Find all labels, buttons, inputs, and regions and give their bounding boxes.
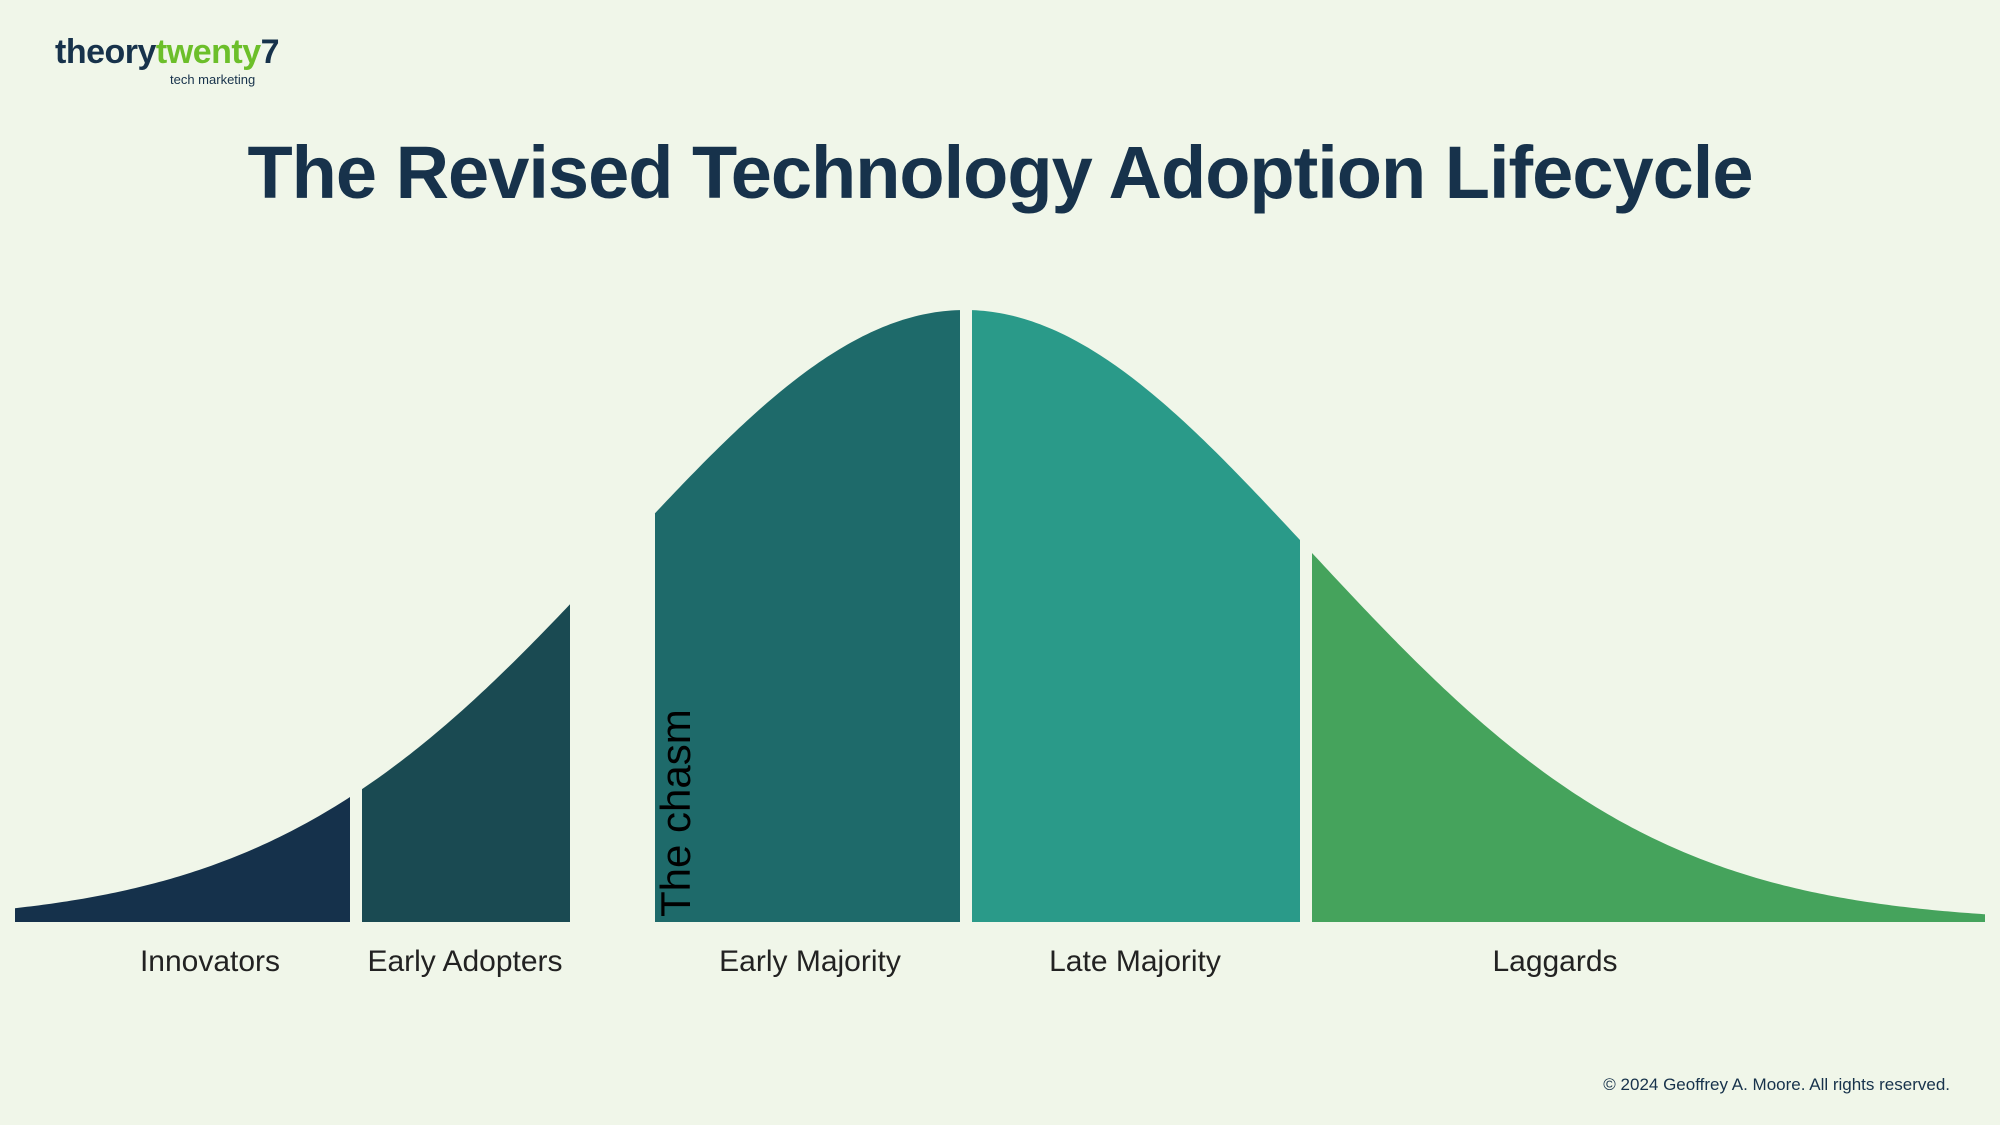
adoption-curve-chart	[0, 0, 2000, 1125]
segment-laggards	[1312, 553, 1985, 922]
segment-early_adopters	[362, 604, 570, 922]
label-laggards: Laggards	[1492, 945, 1617, 979]
label-early_adopters: Early Adopters	[367, 945, 562, 979]
segment-late_majority	[972, 310, 1300, 922]
copyright-text: © 2024 Geoffrey A. Moore. All rights res…	[1603, 1075, 1950, 1095]
page-root: theorytwenty7 tech marketing The Revised…	[0, 0, 2000, 1125]
label-innovators: Innovators	[140, 945, 280, 979]
label-early_majority: Early Majority	[719, 945, 901, 979]
segment-innovators	[15, 797, 350, 922]
label-late_majority: Late Majority	[1049, 945, 1221, 979]
chasm-label: The chasm	[652, 709, 700, 917]
segment-early_majority	[655, 310, 960, 922]
